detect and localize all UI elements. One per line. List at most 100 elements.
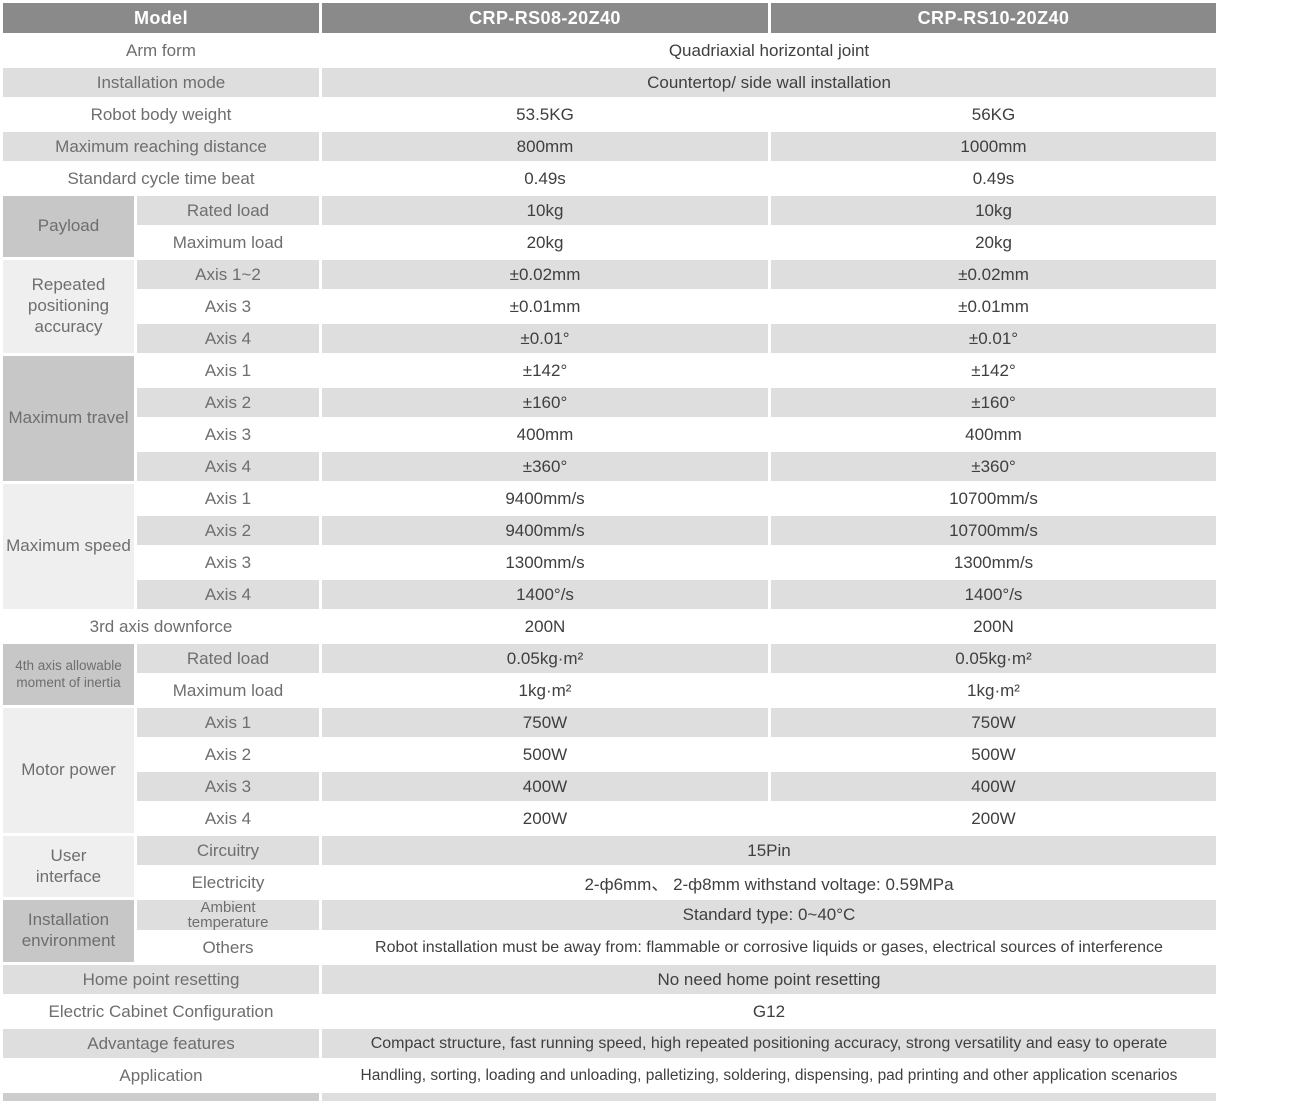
maximum-reaching-distance-rs10: 1000mm xyxy=(771,132,1216,161)
installation-mode-value: Countertop/ side wall installation xyxy=(322,68,1216,97)
third-axis-downforce-rs08: 200N xyxy=(322,612,768,641)
row-accuracy-axis12: Repeated positioning accuracy Axis 1~2 ±… xyxy=(3,260,1216,353)
inertia-maximum-load-rs10: 1kg·m² xyxy=(771,676,1216,705)
group-user-interface-label-text: User interface xyxy=(35,845,102,886)
travel-axis4-rs10: ±360° xyxy=(771,452,1216,481)
advantage-features-label: Advantage features xyxy=(3,1029,319,1058)
motor-axis4-rs10: 200W xyxy=(771,804,1216,833)
row-motor-axis3: Axis 3 400W 400W xyxy=(3,772,1216,801)
env-ambient-temperature-value: Standard type: 0~40°C xyxy=(322,900,1216,930)
row-motor-axis1: Motor power Axis 1 750W 750W xyxy=(3,708,1216,833)
payload-rated-load-rs08: 10kg xyxy=(322,196,768,225)
spec-table: Model CRP-RS08-20Z40 CRP-RS10-20Z40 Arm … xyxy=(3,3,1216,1101)
motor-axis2-rs08: 500W xyxy=(322,740,768,769)
speed-axis2-rs08: 9400mm/s xyxy=(322,516,768,545)
motor-axis1-rs08: 750W xyxy=(322,708,768,737)
row-robot-body-weight: Robot body weight 53.5KG 56KG xyxy=(3,100,1216,129)
row-payload-rated-load: Payload Rated load 10kg 10kg xyxy=(3,196,1216,257)
travel-axis1-sublabel: Axis 1 xyxy=(137,356,319,385)
partial-row-label-cell xyxy=(3,1093,319,1101)
row-travel-axis4: Axis 4 ±360° ±360° xyxy=(3,452,1216,481)
speed-axis3-sublabel: Axis 3 xyxy=(137,548,319,577)
travel-axis3-rs08: 400mm xyxy=(322,420,768,449)
speed-axis1-rs08: 9400mm/s xyxy=(322,484,768,513)
row-travel-axis3: Axis 3 400mm 400mm xyxy=(3,420,1216,449)
row-inertia-rated-load: 4th axis allowable moment of inertia Rat… xyxy=(3,644,1216,705)
row-electric-cabinet-configuration: Electric Cabinet Configuration G12 xyxy=(3,997,1216,1026)
travel-axis3-sublabel: Axis 3 xyxy=(137,420,319,449)
payload-maximum-load-rs08: 20kg xyxy=(322,228,768,257)
standard-cycle-time-beat-rs10: 0.49s xyxy=(771,164,1216,193)
electric-cabinet-configuration-value: G12 xyxy=(322,997,1216,1026)
row-payload-maximum-load: Maximum load 20kg 20kg xyxy=(3,228,1216,257)
accuracy-axis4-rs08: ±0.01° xyxy=(322,324,768,353)
group-installation-environment-label: Installation environment xyxy=(3,900,134,962)
speed-axis1-sublabel: Axis 1 xyxy=(137,484,319,513)
env-others-sublabel: Others xyxy=(137,933,319,962)
installation-mode-label: Installation mode xyxy=(3,68,319,97)
travel-axis2-sublabel: Axis 2 xyxy=(137,388,319,417)
standard-cycle-time-beat-label: Standard cycle time beat xyxy=(3,164,319,193)
robot-body-weight-label: Robot body weight xyxy=(3,100,319,129)
row-accuracy-axis4: Axis 4 ±0.01° ±0.01° xyxy=(3,324,1216,353)
row-inertia-maximum-load: Maximum load 1kg·m² 1kg·m² xyxy=(3,676,1216,705)
travel-axis1-rs10: ±142° xyxy=(771,356,1216,385)
motor-axis2-rs10: 500W xyxy=(771,740,1216,769)
motor-axis1-rs10: 750W xyxy=(771,708,1216,737)
accuracy-axis12-rs10: ±0.02mm xyxy=(771,260,1216,289)
payload-rated-load-rs10: 10kg xyxy=(771,196,1216,225)
row-third-axis-downforce: 3rd axis downforce 200N 200N xyxy=(3,612,1216,641)
env-others-value: Robot installation must be away from: fl… xyxy=(322,933,1216,962)
speed-axis3-rs08: 1300mm/s xyxy=(322,548,768,577)
row-speed-axis1: Maximum speed Axis 1 9400mm/s 10700mm/s xyxy=(3,484,1216,609)
row-speed-axis3: Axis 3 1300mm/s 1300mm/s xyxy=(3,548,1216,577)
ui-circuitry-value: 15Pin xyxy=(322,836,1216,865)
row-ui-electricity: Electricity 2-ф6mm、 2-ф8mm withstand vol… xyxy=(3,868,1216,897)
ui-electricity-value: 2-ф6mm、 2-ф8mm withstand voltage: 0.59MP… xyxy=(322,868,1216,897)
maximum-reaching-distance-label: Maximum reaching distance xyxy=(3,132,319,161)
row-motor-axis4: Axis 4 200W 200W xyxy=(3,804,1216,833)
travel-axis2-rs10: ±160° xyxy=(771,388,1216,417)
third-axis-downforce-rs10: 200N xyxy=(771,612,1216,641)
application-label: Application xyxy=(3,1061,319,1090)
group-user-interface-label: User interface xyxy=(3,836,134,897)
inertia-rated-load-rs10: 0.05kg·m² xyxy=(771,644,1216,673)
header-model-rs10: CRP-RS10-20Z40 xyxy=(771,3,1216,33)
group-speed-label: Maximum speed xyxy=(3,484,134,609)
env-ambient-temperature-sublabel-text: Ambient temperature xyxy=(187,900,269,930)
row-installation-mode: Installation mode Countertop/ side wall … xyxy=(3,68,1216,97)
accuracy-axis12-rs08: ±0.02mm xyxy=(322,260,768,289)
payload-maximum-load-rs10: 20kg xyxy=(771,228,1216,257)
travel-axis2-rs08: ±160° xyxy=(322,388,768,417)
row-travel-axis2: Axis 2 ±160° ±160° xyxy=(3,388,1216,417)
group-travel-label: Maximum travel xyxy=(3,356,134,481)
row-env-ambient-temperature: Installation environment Ambient tempera… xyxy=(3,900,1216,962)
motor-axis3-sublabel: Axis 3 xyxy=(137,772,319,801)
home-point-resetting-label: Home point resetting xyxy=(3,965,319,994)
travel-axis1-rs08: ±142° xyxy=(322,356,768,385)
row-arm-form: Arm form Quadriaxial horizontal joint xyxy=(3,36,1216,65)
speed-axis4-rs08: 1400°/s xyxy=(322,580,768,609)
payload-maximum-load-sublabel: Maximum load xyxy=(137,228,319,257)
motor-axis2-sublabel: Axis 2 xyxy=(137,740,319,769)
ui-electricity-sublabel: Electricity xyxy=(137,868,319,897)
inertia-rated-load-rs08: 0.05kg·m² xyxy=(322,644,768,673)
electric-cabinet-configuration-label: Electric Cabinet Configuration xyxy=(3,997,319,1026)
inertia-maximum-load-rs08: 1kg·m² xyxy=(322,676,768,705)
row-home-point-resetting: Home point resetting No need home point … xyxy=(3,965,1216,994)
maximum-reaching-distance-rs08: 800mm xyxy=(322,132,768,161)
ui-circuitry-sublabel: Circuitry xyxy=(137,836,319,865)
accuracy-axis4-sublabel: Axis 4 xyxy=(137,324,319,353)
header-model-rs08: CRP-RS08-20Z40 xyxy=(322,3,768,33)
standard-cycle-time-beat-rs08: 0.49s xyxy=(322,164,768,193)
robot-body-weight-rs10: 56KG xyxy=(771,100,1216,129)
row-speed-axis2: Axis 2 9400mm/s 10700mm/s xyxy=(3,516,1216,545)
group-payload-label: Payload xyxy=(3,196,134,257)
application-value: Handling, sorting, loading and unloading… xyxy=(322,1061,1216,1090)
motor-axis3-rs10: 400W xyxy=(771,772,1216,801)
group-inertia-label: 4th axis allowable moment of inertia xyxy=(3,644,134,705)
row-travel-axis1: Maximum travel Axis 1 ±142° ±142° xyxy=(3,356,1216,481)
row-partial-clipped xyxy=(3,1093,1216,1101)
accuracy-axis3-rs08: ±0.01mm xyxy=(322,292,768,321)
home-point-resetting-value: No need home point resetting xyxy=(322,965,1216,994)
